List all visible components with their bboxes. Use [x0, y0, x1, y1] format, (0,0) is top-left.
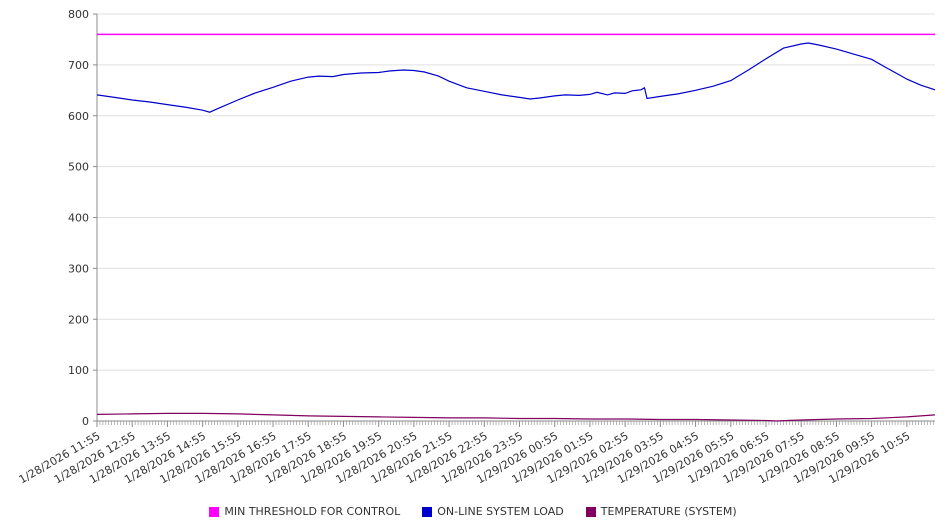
- legend-item-on-line-system-load: ON-LINE SYSTEM LOAD: [422, 505, 564, 518]
- legend-swatch-icon: [209, 506, 220, 517]
- series-on-line-system-load: [96, 42, 936, 113]
- series-temperature-system: [96, 412, 936, 422]
- legend-label: MIN THRESHOLD FOR CONTROL: [224, 505, 401, 518]
- y-tick-label: 200: [68, 313, 89, 326]
- y-tick-label: 600: [68, 110, 89, 123]
- legend-swatch-icon: [585, 506, 596, 517]
- legend-label: ON-LINE SYSTEM LOAD: [437, 505, 564, 518]
- legend-item-min-threshold-for-control: MIN THRESHOLD FOR CONTROL: [209, 505, 400, 518]
- legend-swatch-icon: [422, 506, 433, 517]
- legend-label: TEMPERATURE (SYSTEM): [600, 505, 737, 518]
- y-tick-label: 700: [68, 59, 89, 72]
- y-tick-label: 800: [68, 8, 89, 21]
- y-tick-label: 500: [68, 161, 89, 174]
- y-tick-label: 0: [82, 415, 89, 428]
- y-tick-label: 400: [68, 212, 89, 225]
- y-tick-label: 100: [68, 364, 89, 377]
- legend-item-temperature-system: TEMPERATURE (SYSTEM): [585, 505, 737, 518]
- chart-legend: MIN THRESHOLD FOR CONTROL ON-LINE SYSTEM …: [0, 505, 946, 518]
- y-tick-label: 300: [68, 262, 89, 275]
